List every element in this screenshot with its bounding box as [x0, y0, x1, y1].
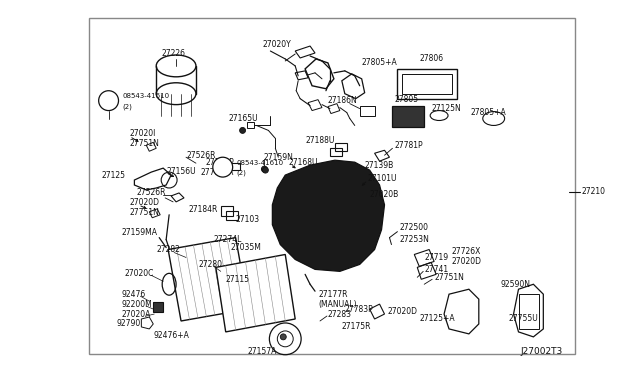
Bar	[153, 302, 163, 312]
Bar	[335, 143, 347, 151]
Circle shape	[262, 166, 268, 172]
Text: 27175R: 27175R	[342, 323, 371, 331]
Text: (MANUAL): (MANUAL)	[318, 299, 356, 309]
Text: 27226: 27226	[161, 48, 185, 58]
Text: 27781PA: 27781PA	[201, 168, 234, 177]
Polygon shape	[273, 160, 385, 271]
Text: 27526R: 27526R	[186, 151, 216, 160]
Text: 27156U: 27156U	[166, 167, 196, 176]
Bar	[330, 148, 342, 156]
Text: 27726X: 27726X	[451, 247, 481, 256]
Text: 27101U: 27101U	[367, 174, 397, 183]
Bar	[89, 18, 575, 354]
Text: 27177R: 27177R	[318, 290, 348, 299]
Text: 27783P: 27783P	[345, 305, 374, 314]
Text: (2): (2)	[122, 103, 132, 110]
Text: 27103: 27103	[236, 215, 260, 224]
Text: S: S	[106, 96, 111, 105]
Text: 27115: 27115	[226, 275, 250, 284]
Text: 27781P: 27781P	[394, 141, 423, 150]
Text: 27165U: 27165U	[228, 114, 259, 123]
Text: 27035M: 27035M	[230, 243, 262, 252]
Text: 27020D: 27020D	[387, 307, 417, 315]
Text: 27020I: 27020I	[129, 129, 156, 138]
Text: 27125: 27125	[102, 171, 125, 180]
Circle shape	[262, 167, 268, 173]
Text: 27020C: 27020C	[124, 269, 154, 278]
Circle shape	[280, 334, 286, 340]
Text: 27020D: 27020D	[129, 198, 159, 207]
Text: 27282: 27282	[156, 245, 180, 254]
Text: 27253N: 27253N	[399, 235, 429, 244]
Text: 08543-41610: 08543-41610	[122, 93, 170, 99]
Text: 27139B: 27139B	[365, 161, 394, 170]
Bar	[221, 206, 233, 216]
Bar	[360, 106, 374, 116]
Circle shape	[213, 157, 233, 177]
Text: 27751N: 27751N	[129, 208, 159, 217]
Text: J27002T3: J27002T3	[521, 347, 563, 356]
Bar	[520, 294, 540, 329]
Text: 27755U: 27755U	[509, 314, 538, 324]
Text: 27805: 27805	[394, 95, 419, 104]
Circle shape	[99, 91, 118, 110]
Text: 27020A: 27020A	[122, 310, 151, 318]
Text: 27159N: 27159N	[264, 153, 293, 162]
Circle shape	[239, 128, 246, 134]
Text: 27751N: 27751N	[434, 273, 464, 282]
Text: 27210: 27210	[581, 187, 605, 196]
Text: 27280: 27280	[199, 260, 223, 269]
Bar	[230, 163, 239, 170]
Text: 08543-41610: 08543-41610	[237, 160, 284, 166]
Bar	[226, 211, 237, 220]
Text: 27186N: 27186N	[328, 96, 358, 105]
Text: 27020Y: 27020Y	[262, 39, 291, 49]
Text: 27184R: 27184R	[189, 205, 218, 214]
Text: 27526R: 27526R	[136, 189, 166, 198]
Text: 27020B: 27020B	[370, 190, 399, 199]
Text: 27188U: 27188U	[305, 136, 335, 145]
Text: 92200M: 92200M	[122, 299, 152, 309]
Text: 27741: 27741	[424, 265, 449, 274]
Text: 92476+A: 92476+A	[153, 331, 189, 340]
Text: 92476: 92476	[122, 290, 146, 299]
Text: 27157A: 27157A	[248, 347, 277, 356]
Polygon shape	[216, 254, 295, 332]
Text: 27805+A: 27805+A	[362, 58, 397, 67]
Text: S: S	[220, 163, 225, 171]
Text: 27168U: 27168U	[288, 158, 317, 167]
Text: 92790: 92790	[116, 320, 141, 328]
Text: 27155P: 27155P	[206, 158, 235, 167]
Text: 27274L: 27274L	[214, 235, 242, 244]
Text: 27805+A: 27805+A	[471, 108, 507, 117]
Text: (2): (2)	[237, 170, 246, 176]
Text: 27020D: 27020D	[451, 257, 481, 266]
Text: 27751N: 27751N	[129, 139, 159, 148]
Bar	[246, 122, 255, 128]
Text: 27719: 27719	[424, 253, 449, 262]
Bar	[392, 106, 424, 128]
Text: 92590N: 92590N	[500, 280, 531, 289]
Text: 272500: 272500	[399, 223, 428, 232]
Text: 27283: 27283	[328, 310, 352, 318]
Bar	[403, 74, 452, 94]
Text: 27806: 27806	[419, 54, 444, 64]
Text: 27125+A: 27125+A	[419, 314, 455, 324]
Polygon shape	[168, 238, 248, 321]
Text: 27125N: 27125N	[431, 104, 461, 113]
Text: 27159MA: 27159MA	[122, 228, 157, 237]
Bar	[397, 69, 457, 99]
